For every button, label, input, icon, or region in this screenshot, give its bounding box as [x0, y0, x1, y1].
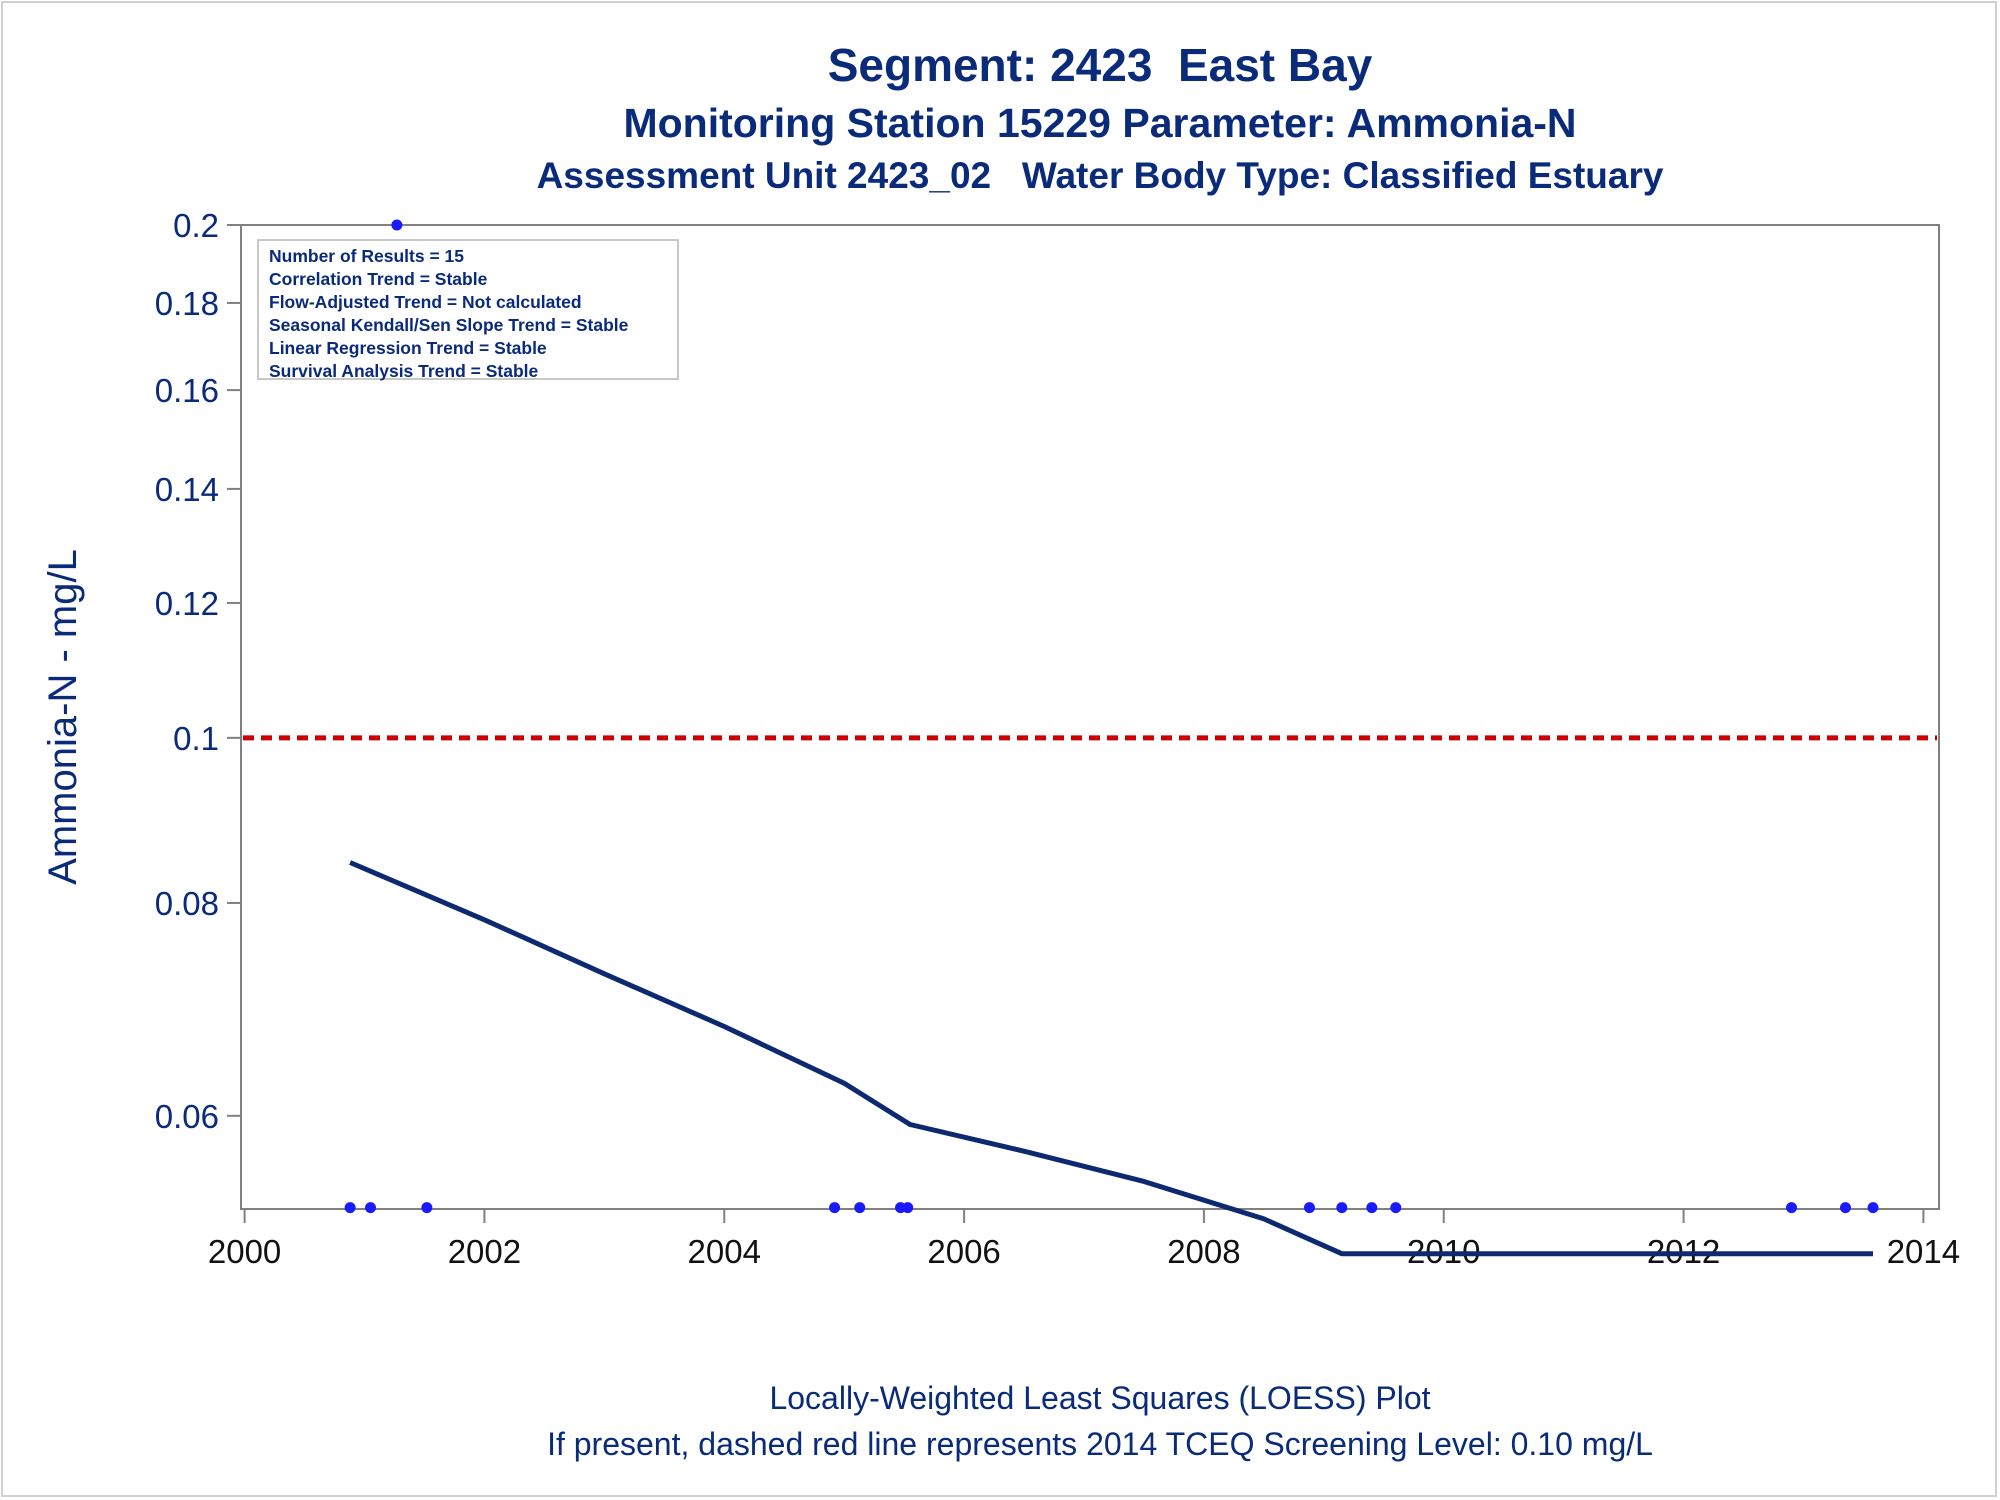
- x-tick-label: 2002: [448, 1233, 521, 1270]
- y-tick-label: 0.14: [155, 471, 219, 508]
- chart-subtitle-2: Assessment Unit 2423_02 Water Body Type:…: [536, 155, 1664, 196]
- stat-flow-adjusted-trend: Flow-Adjusted Trend = Not calculated: [269, 292, 582, 312]
- data-point: [391, 219, 403, 231]
- x-tick-label: 2004: [688, 1233, 761, 1270]
- stat-correlation-trend: Correlation Trend = Stable: [269, 269, 488, 289]
- footnote-loess: Locally-Weighted Least Squares (LOESS) P…: [769, 1380, 1431, 1416]
- data-point: [1786, 1202, 1798, 1214]
- y-tick-label: 0.06: [155, 1098, 219, 1135]
- data-point: [365, 1202, 377, 1214]
- chart-title: Segment: 2423 East Bay: [827, 39, 1373, 91]
- data-point: [1867, 1202, 1879, 1214]
- y-tick-label: 0.08: [155, 885, 219, 922]
- footnote-screening-level: If present, dashed red line represents 2…: [547, 1426, 1653, 1462]
- data-point: [854, 1202, 866, 1214]
- stat-seasonal-kendall-trend: Seasonal Kendall/Sen Slope Trend = Stabl…: [269, 315, 629, 335]
- data-point: [1839, 1202, 1851, 1214]
- plot-area-border: [240, 224, 1940, 1210]
- data-point: [421, 1202, 433, 1214]
- y-tick-label: 0.16: [155, 372, 219, 409]
- y-tick-label: 0.18: [155, 285, 219, 322]
- y-tick-label: 0.12: [155, 585, 219, 622]
- data-point: [1336, 1202, 1348, 1214]
- loess-line: [349, 860, 1873, 1257]
- data-point: [1390, 1202, 1402, 1214]
- y-tick-label: 0.2: [173, 207, 219, 244]
- x-tick-label: 2014: [1887, 1233, 1960, 1270]
- stat-linear-regression-trend: Linear Regression Trend = Stable: [269, 338, 547, 358]
- data-point: [829, 1202, 841, 1214]
- y-axis-label: Ammonia-N - mg/L: [41, 549, 85, 885]
- statistics-box: Number of Results = 15 Correlation Trend…: [257, 239, 679, 381]
- data-point: [344, 1202, 356, 1214]
- stat-survival-analysis-trend: Survival Analysis Trend = Stable: [269, 361, 539, 381]
- data-point: [902, 1202, 914, 1214]
- data-point: [1303, 1202, 1315, 1214]
- stat-number-of-results: Number of Results = 15: [269, 246, 464, 266]
- x-tick-label: 2000: [208, 1233, 281, 1270]
- y-tick-label: 0.1: [173, 720, 219, 757]
- x-tick-label: 2006: [927, 1233, 1000, 1270]
- x-tick-label: 2008: [1167, 1233, 1240, 1270]
- data-point: [1366, 1202, 1378, 1214]
- chart-subtitle: Monitoring Station 15229 Parameter: Ammo…: [623, 100, 1577, 146]
